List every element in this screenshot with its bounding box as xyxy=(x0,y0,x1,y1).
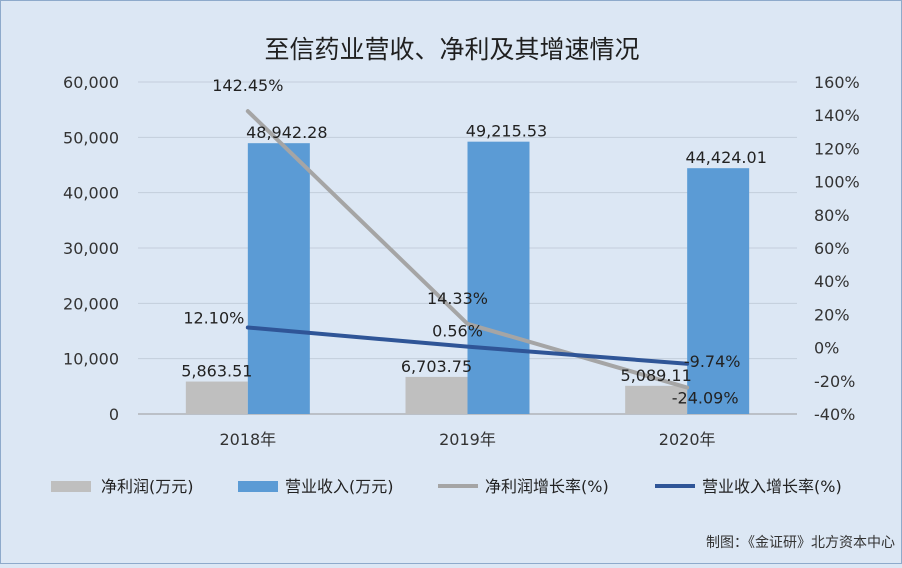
bar-data-label: 48,942.28 xyxy=(246,123,327,142)
bar xyxy=(687,168,750,414)
line-data-label: -24.09% xyxy=(672,389,739,408)
bar-data-label: 6,703.75 xyxy=(401,357,472,376)
legend: 净利润(万元) 营业收入(万元) 净利润增长率(%) 营业收入增长率(%) xyxy=(51,477,842,496)
y-left-tick-label: 0 xyxy=(109,405,119,424)
y-right-tick-label: 120% xyxy=(814,139,860,158)
bar xyxy=(185,381,248,414)
line-data-label: -9.74% xyxy=(684,352,741,371)
y-right-tick-label: 0% xyxy=(814,339,839,358)
legend-swatch xyxy=(238,481,278,492)
x-tick-label: 2018年 xyxy=(219,430,276,449)
line-data-label: 14.33% xyxy=(427,289,488,308)
line-data-label: 12.10% xyxy=(183,309,244,328)
x-tick-label: 2020年 xyxy=(659,430,716,449)
legend-label: 净利润增长率(%) xyxy=(485,477,609,496)
bar-data-label: 5,863.51 xyxy=(181,362,252,381)
y-right-tick-label: -40% xyxy=(814,405,855,424)
bar xyxy=(247,143,310,415)
y-right-tick-label: 160% xyxy=(814,73,860,92)
bar xyxy=(467,141,530,414)
bars xyxy=(185,141,750,415)
y-left-tick-label: 60,000 xyxy=(63,73,119,92)
chart-title: 至信药业营收、净利及其增速情况 xyxy=(264,35,639,64)
y-left-tick-label: 50,000 xyxy=(63,128,119,147)
axes: 0 10,000 20,000 30,000 40,000 50,000 60,000 -40… xyxy=(63,73,860,449)
y-right-tick-label: 100% xyxy=(814,173,860,192)
line-data-label: 142.45% xyxy=(212,76,283,95)
series-line xyxy=(245,109,690,390)
bar-data-label: 5,089.11 xyxy=(621,366,692,385)
y-left-tick-label: 40,000 xyxy=(63,184,119,203)
footer-credit: 制图：《金证研》北方资本中心 xyxy=(706,535,895,551)
bar-data-label: 49,215.53 xyxy=(466,122,547,141)
line-data-label: 0.56% xyxy=(432,322,483,341)
y-right-tick-label: -20% xyxy=(814,372,855,391)
y-left-tick-label: 30,000 xyxy=(63,239,119,258)
x-tick-label: 2019年 xyxy=(439,430,496,449)
legend-label: 营业收入(万元) xyxy=(285,477,394,496)
y-right-tick-label: 60% xyxy=(814,239,850,258)
y-left-tick-label: 10,000 xyxy=(63,350,119,369)
lines xyxy=(245,109,690,390)
y-right-tick-label: 80% xyxy=(814,206,850,225)
y-right-tick-label: 140% xyxy=(814,106,860,125)
bar xyxy=(625,385,688,414)
legend-label: 营业收入增长率(%) xyxy=(702,477,842,496)
y-right-tick-label: 20% xyxy=(814,305,850,324)
bar-data-label: 44,424.01 xyxy=(685,148,766,167)
y-left-tick-label: 20,000 xyxy=(63,294,119,313)
data-labels: 5,863.51 6,703.75 5,089.11 48,942.28 49,215.… xyxy=(181,76,767,407)
bar xyxy=(405,376,468,414)
y-right-tick-label: 40% xyxy=(814,272,850,291)
legend-label: 净利润(万元) xyxy=(101,477,194,496)
legend-swatch xyxy=(51,481,91,492)
series-line xyxy=(245,325,690,366)
